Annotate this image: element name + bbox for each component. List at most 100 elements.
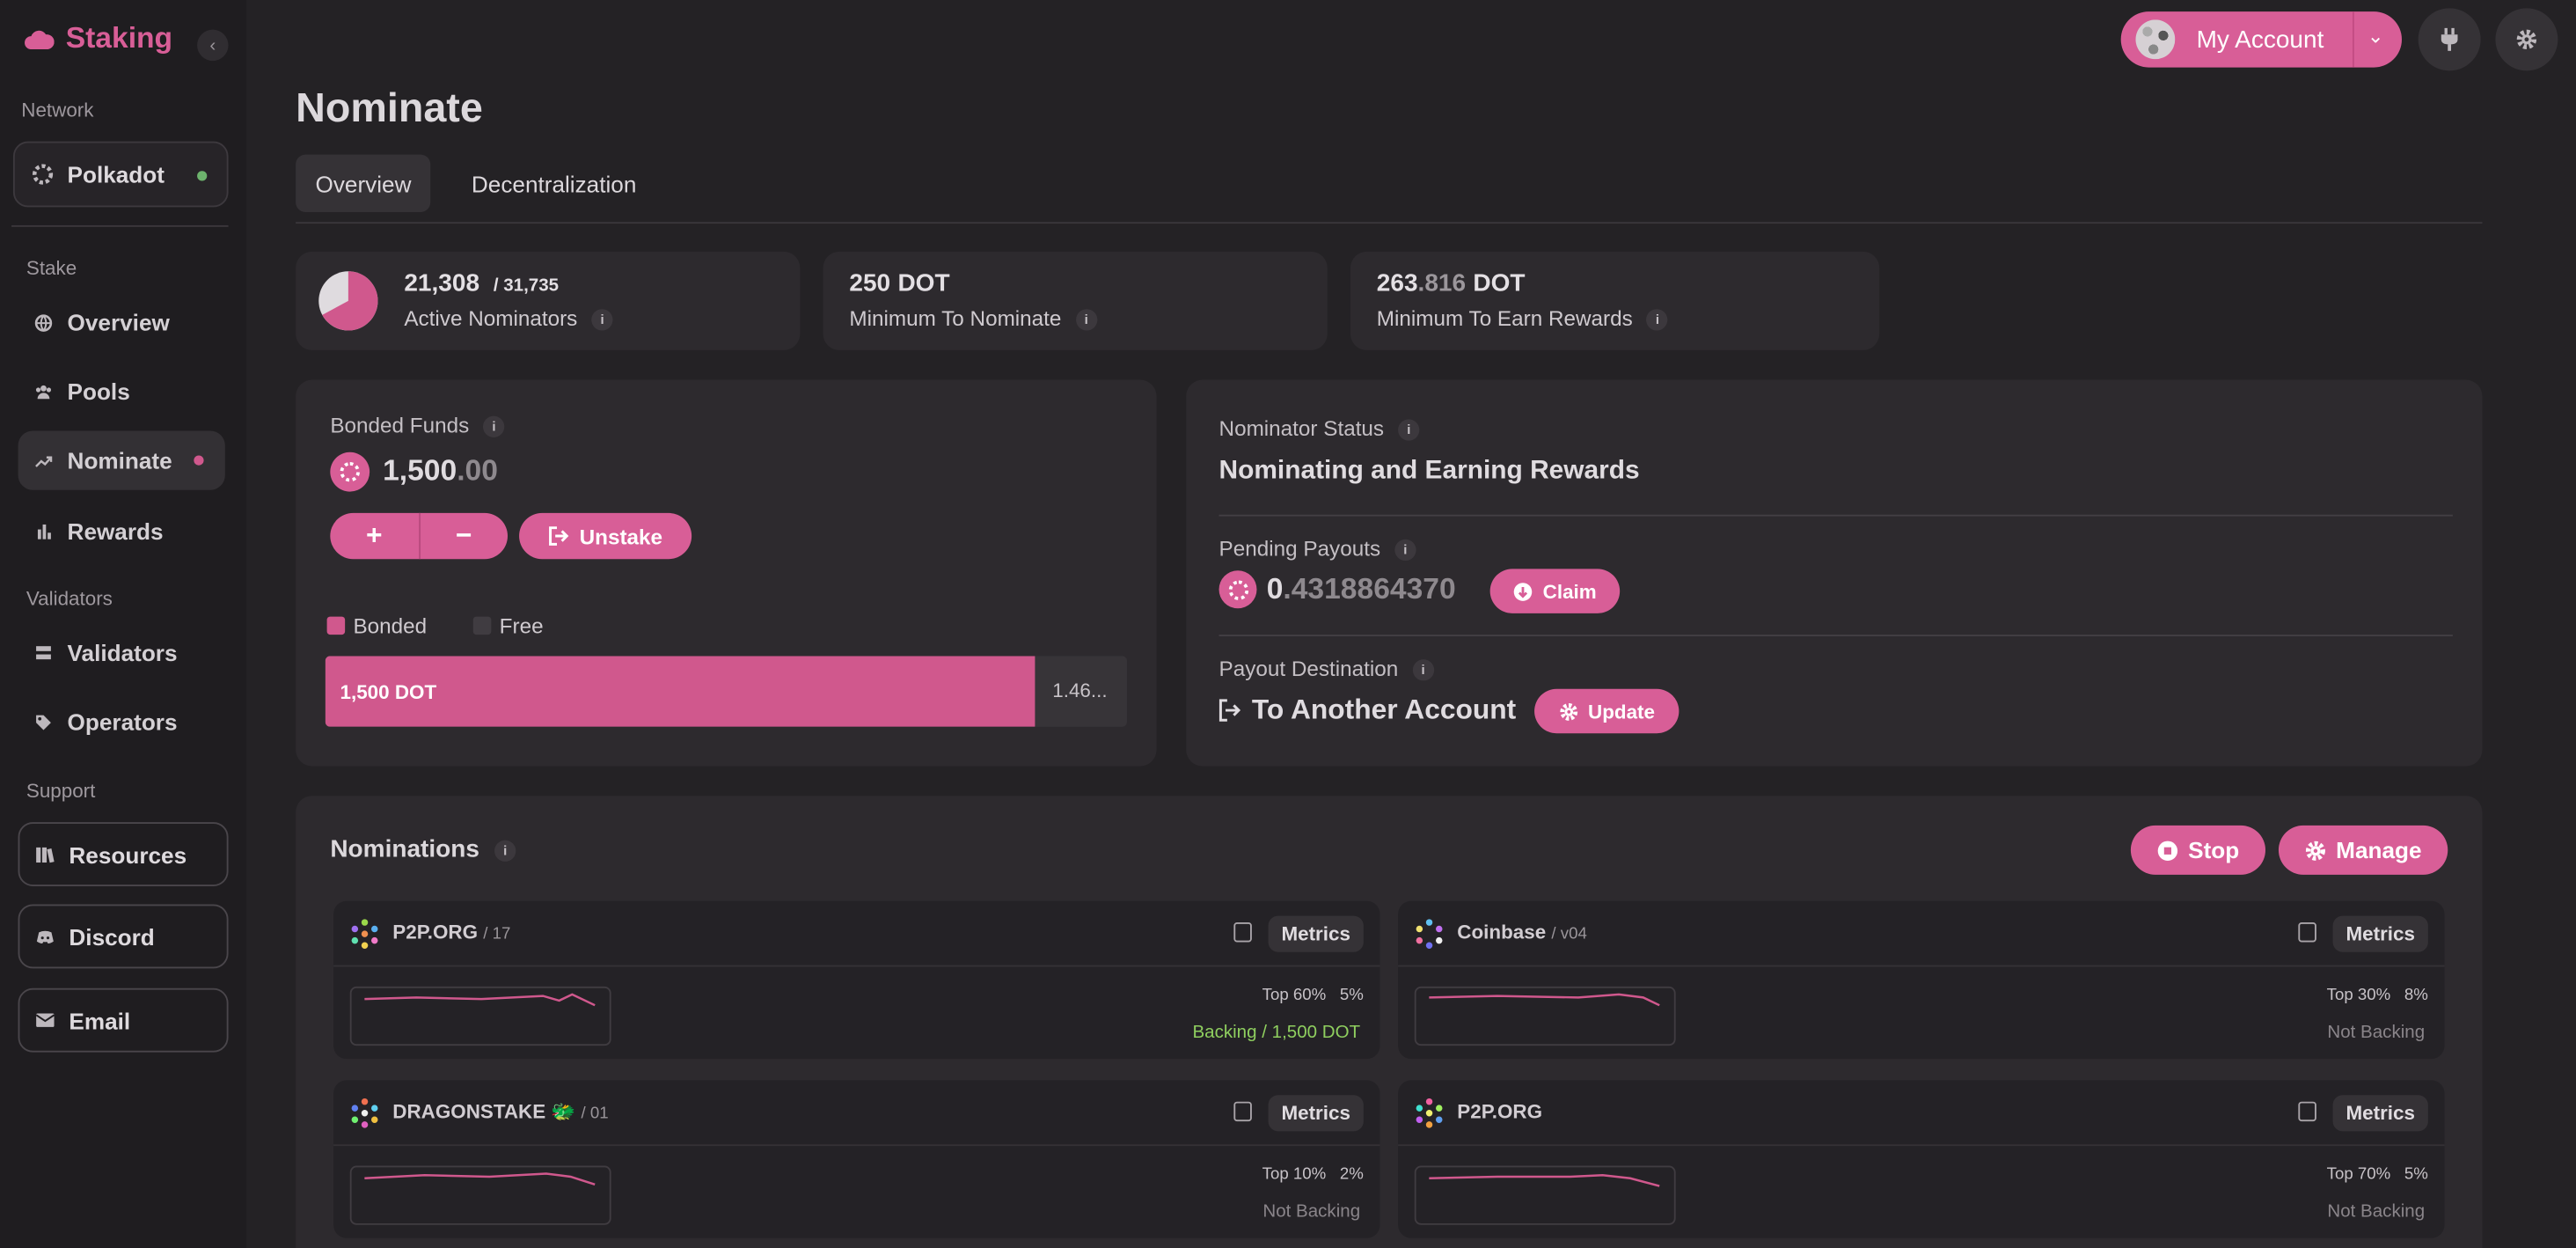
- update-button[interactable]: Update: [1534, 688, 1680, 734]
- unbond-button[interactable]: −: [455, 519, 472, 551]
- validator-logo: [350, 919, 380, 949]
- bonded-bar-label: 1,500 DOT: [340, 679, 437, 703]
- divider: [333, 1144, 1380, 1147]
- discord-label: Discord: [69, 922, 155, 950]
- metrics-button[interactable]: Metrics: [2332, 1095, 2428, 1132]
- info-icon[interactable]: i: [1075, 309, 1097, 331]
- divider: [1218, 514, 2453, 517]
- network-selector[interactable]: Polkadot: [12, 141, 229, 208]
- resources-button[interactable]: Resources: [18, 822, 229, 886]
- network-name: Polkadot: [67, 161, 165, 187]
- bonded-amount-dec: .00: [457, 453, 498, 487]
- sidebar-item-label: Nominate: [67, 447, 172, 474]
- info-icon[interactable]: i: [1412, 659, 1434, 681]
- copy-icon[interactable]: [1233, 922, 1252, 943]
- validator-sub: / 17: [483, 925, 511, 944]
- tag-icon: [34, 713, 53, 731]
- validator-commission: 5%: [2404, 1165, 2428, 1185]
- server-icon: [34, 643, 53, 662]
- page-title: Nominate: [296, 85, 483, 132]
- validator-name: P2P.ORG: [392, 921, 479, 944]
- payouts-label: Pending Payouts: [1218, 536, 1381, 562]
- copy-icon[interactable]: [1233, 1101, 1252, 1122]
- validator-logo: [350, 1098, 380, 1128]
- info-icon[interactable]: i: [1394, 539, 1416, 562]
- validator-sparkline: [349, 986, 611, 1046]
- manage-button[interactable]: Manage: [2278, 825, 2448, 875]
- stat-active-nominators: 21,308 / 31,735 Active Nominators i: [296, 251, 801, 350]
- active-nominators-total: / 31,735: [493, 275, 560, 297]
- chevron-down-icon[interactable]: ⌄: [2367, 25, 2384, 48]
- legend-free-swatch: [472, 616, 492, 635]
- min-nominate-label: Minimum To Nominate: [849, 305, 1062, 331]
- nominations-card: Nominations i Stop Manage P2P.ORG / 17 M…: [296, 796, 2483, 1248]
- claim-button[interactable]: Claim: [1489, 569, 1621, 613]
- bonded-funds-card: Bonded Funds i 1,500.00 + − Unstake Bond…: [296, 379, 1157, 767]
- info-icon[interactable]: i: [494, 839, 516, 862]
- nominations-title: Nominations: [330, 835, 479, 863]
- pie-slice: [322, 271, 378, 331]
- nominators-pie-chart: [318, 271, 378, 331]
- info-icon[interactable]: i: [591, 309, 613, 331]
- sidebar-item-validators[interactable]: Validators: [18, 623, 225, 682]
- min-rewards-int: 263: [1376, 269, 1418, 298]
- metrics-button[interactable]: Metrics: [1268, 915, 1364, 952]
- validator-rank: Top 60%: [1262, 986, 1327, 1005]
- validator-logo: [1415, 1098, 1445, 1128]
- bond-extra-button[interactable]: +: [330, 512, 421, 560]
- info-icon[interactable]: i: [1398, 419, 1420, 441]
- sidebar-item-pools[interactable]: Pools: [18, 362, 225, 421]
- account-label: My Account: [2196, 25, 2324, 54]
- validator-card: P2P.ORG Metrics Top 70% 5% Not Backing: [1398, 1080, 2445, 1238]
- validator-sub: / v04: [1551, 925, 1587, 944]
- email-button[interactable]: Email: [18, 987, 229, 1053]
- book-icon: [36, 845, 55, 863]
- discord-icon: [36, 928, 55, 946]
- metrics-button[interactable]: Metrics: [2332, 915, 2428, 952]
- sidebar-item-label: Operators: [67, 708, 178, 736]
- active-indicator-dot: [194, 455, 204, 466]
- cloud-icon: [25, 29, 55, 49]
- min-rewards-dec: .816: [1417, 269, 1467, 298]
- resources-label: Resources: [69, 841, 187, 868]
- tab-overview[interactable]: Overview: [296, 154, 431, 212]
- validator-sub: / 01: [581, 1105, 609, 1123]
- bonded-amount-int: 1,500: [383, 453, 457, 487]
- sidebar-item-label: Pools: [67, 378, 130, 405]
- copy-icon[interactable]: [2298, 1101, 2316, 1122]
- validator-sparkline: [1414, 986, 1676, 1046]
- plug-button[interactable]: [2418, 8, 2481, 71]
- sidebar-item-operators[interactable]: Operators: [18, 693, 225, 752]
- validator-backing: Not Backing: [2327, 1023, 2426, 1043]
- payouts-dec: .4318864370: [1283, 572, 1456, 606]
- polkadot-token-icon: [330, 451, 370, 492]
- sidebar-item-nominate[interactable]: Nominate: [18, 430, 225, 490]
- copy-icon[interactable]: [2298, 922, 2316, 943]
- polkadot-token-icon: [1218, 570, 1257, 609]
- info-icon[interactable]: i: [483, 415, 505, 438]
- settings-button[interactable]: [2495, 8, 2558, 71]
- collapse-sidebar-button[interactable]: ‹: [197, 29, 229, 62]
- min-nominate-value: 250: [849, 269, 891, 298]
- users-icon: [34, 382, 53, 400]
- trend-icon: [34, 451, 53, 470]
- polkadot-icon: [32, 164, 54, 185]
- brand[interactable]: Staking: [25, 21, 172, 55]
- sidebar-item-rewards[interactable]: Rewards: [18, 502, 225, 561]
- sidebar-item-label: Validators: [67, 639, 178, 666]
- metrics-button[interactable]: Metrics: [1268, 1095, 1364, 1132]
- min-nominate-unit: DOT: [897, 269, 950, 298]
- account-button[interactable]: My Account ⌄: [2120, 11, 2402, 68]
- sign-out-icon: [548, 526, 568, 546]
- stop-button[interactable]: Stop: [2130, 825, 2266, 875]
- discord-button[interactable]: Discord: [18, 904, 229, 969]
- info-icon[interactable]: i: [1646, 309, 1669, 331]
- sidebar-item-overview[interactable]: Overview: [18, 293, 225, 352]
- validator-card: P2P.ORG / 17 Metrics Top 60% 5% Backing …: [333, 900, 1380, 1060]
- bonded-bar-fill: 1,500 DOT: [325, 656, 1036, 727]
- tab-decentralization[interactable]: Decentralization: [471, 170, 637, 197]
- unstake-button[interactable]: Unstake: [519, 512, 692, 560]
- sidebar-item-label: Overview: [67, 309, 170, 336]
- destination-value-row: To Another Account: [1218, 694, 1516, 726]
- legend-bonded-label: Bonded: [353, 613, 428, 638]
